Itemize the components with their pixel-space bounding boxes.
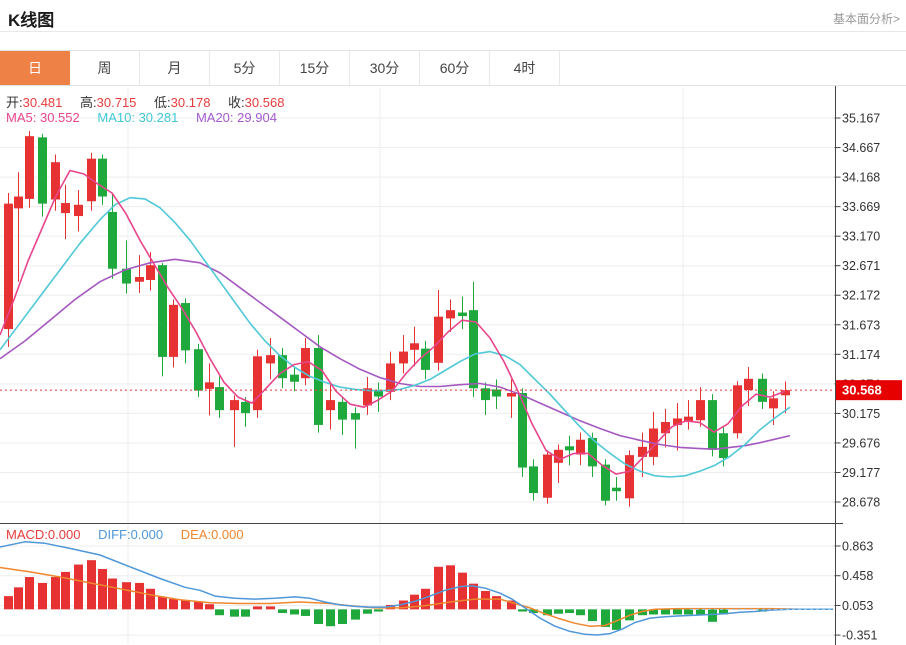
svg-text:28.678: 28.678 [842,496,880,510]
tab-week[interactable]: 周 [70,51,140,85]
svg-text:29.177: 29.177 [842,466,880,480]
timeframe-tabs: 日 周 月 5分 15分 30分 60分 4时 [0,50,906,86]
svg-text:30.175: 30.175 [842,407,880,421]
svg-text:29.676: 29.676 [842,436,880,450]
svg-text:33.170: 33.170 [842,230,880,244]
header-divider [0,31,906,32]
tab-month[interactable]: 月 [140,51,210,85]
svg-text:32.671: 32.671 [842,259,880,273]
svg-text:31.673: 31.673 [842,318,880,332]
svg-text:0.458: 0.458 [842,569,873,583]
svg-text:34.667: 34.667 [842,141,880,155]
svg-text:35.167: 35.167 [842,112,880,126]
svg-text:34.168: 34.168 [842,171,880,185]
tab-4hour[interactable]: 4时 [490,51,560,85]
svg-text:32.172: 32.172 [842,289,880,303]
fundamental-analysis-link[interactable]: 基本面分析> [832,12,900,26]
svg-text:-0.351: -0.351 [842,629,877,643]
svg-text:30.568: 30.568 [842,383,882,398]
svg-text:33.669: 33.669 [842,200,880,214]
tab-day[interactable]: 日 [0,51,70,85]
svg-text:0.863: 0.863 [842,540,873,554]
page-title: K线图 [8,11,55,30]
tab-15min[interactable]: 15分 [280,51,350,85]
svg-text:0.053: 0.053 [842,599,873,613]
svg-text:31.174: 31.174 [842,348,880,362]
tab-5min[interactable]: 5分 [210,51,280,85]
tab-30min[interactable]: 30分 [350,51,420,85]
tab-60min[interactable]: 60分 [420,51,490,85]
